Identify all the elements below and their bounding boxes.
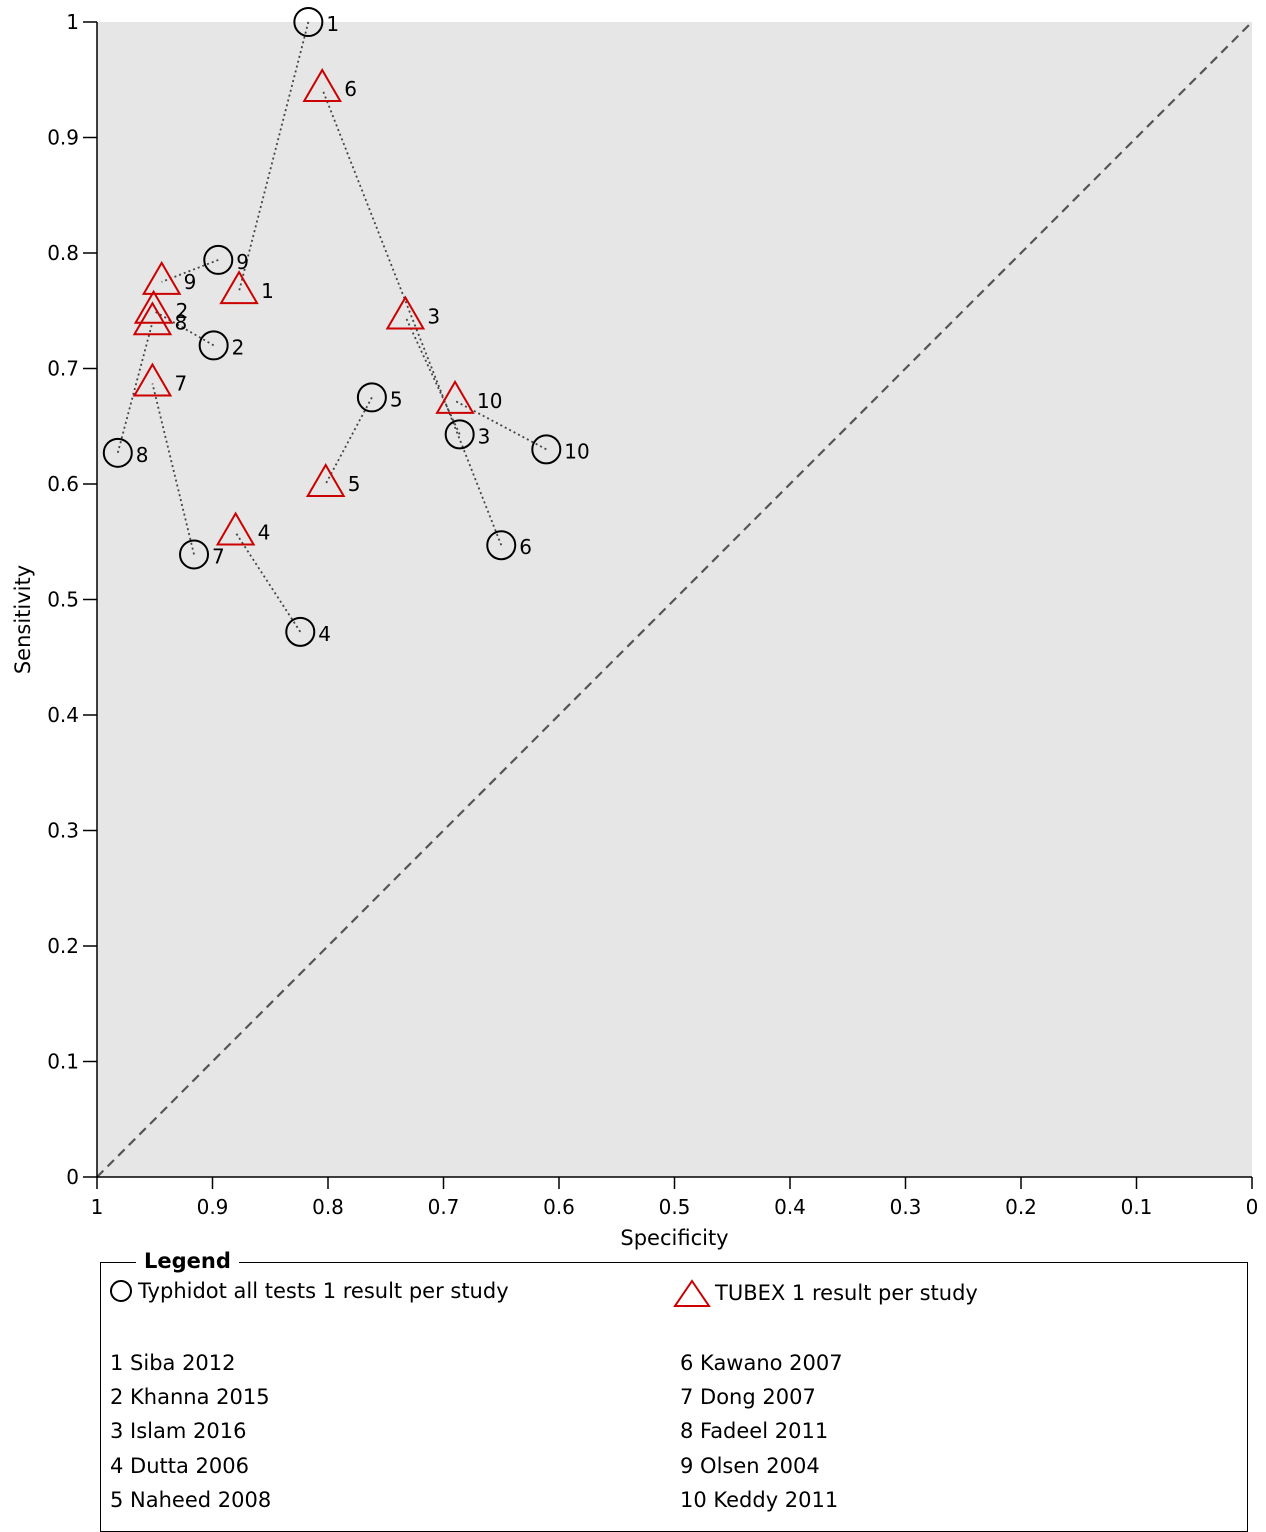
tubex-point	[219, 270, 259, 305]
tubex-point-label: 1	[261, 279, 274, 303]
legend-study-list-left: 1 Siba 2012 2 Khanna 2015 3 Islam 2016 4…	[110, 1346, 271, 1517]
legend-series-tubex: TUBEX 1 result per study	[673, 1278, 978, 1308]
typhidot-point-label: 6	[519, 535, 532, 559]
x-tick-label: 0.4	[774, 1195, 806, 1219]
legend-study-item: 7 Dong 2007	[680, 1385, 816, 1410]
roc-scatter-chart: 0 0.1 0.2 0.3 0.4 0.5 0.6 0.7 0.8 0.9 1 1 0.9 0.8 0.7 0…	[11, 7, 1259, 1250]
x-tick-label: 0.7	[428, 1195, 460, 1219]
tubex-point	[132, 362, 173, 397]
typhidot-point	[486, 530, 517, 561]
typhidot-point	[531, 434, 562, 465]
legend-study-list-right: 6 Kawano 2007 7 Dong 2007 8 Fadeel 2011 …	[680, 1346, 843, 1517]
typhidot-point-label: 7	[212, 544, 225, 568]
tubex-point	[302, 67, 342, 102]
circle-marker-icon	[110, 1280, 132, 1302]
y-axis-title: Sensitivity	[11, 565, 35, 674]
study-connector-line	[404, 316, 461, 435]
x-tick-label: 0.2	[1005, 1195, 1037, 1219]
x-tick-label: 0.9	[197, 1195, 229, 1219]
y-tick-label: 0	[66, 1165, 79, 1189]
legend-series-tubex-label: TUBEX 1 result per study	[715, 1281, 978, 1305]
typhidot-point-label: 4	[318, 622, 331, 646]
typhidot-point	[356, 382, 387, 413]
typhidot-point-label: 5	[390, 387, 403, 411]
study-connector-line	[151, 383, 195, 555]
y-tick-label: 0.2	[47, 934, 79, 958]
x-tick-label: 0.8	[312, 1195, 344, 1219]
tubex-point-label: 5	[348, 472, 361, 496]
y-tick-label: 0.9	[47, 126, 79, 150]
typhidot-point	[444, 419, 475, 450]
legend-title: Legend	[136, 1249, 239, 1273]
study-connector-line	[153, 309, 215, 347]
tubex-point-label: 2	[176, 299, 189, 323]
tubex-point-label: 10	[477, 389, 502, 413]
typhidot-point	[203, 244, 234, 275]
y-tick-label: 0.8	[47, 241, 79, 265]
typhidot-point	[102, 437, 133, 468]
tubex-point-label: 6	[344, 77, 357, 101]
typhidot-point-label: 9	[236, 250, 249, 274]
tubex-point	[141, 260, 182, 295]
x-tick-label: 0.6	[543, 1195, 575, 1219]
y-tick-label: 0.5	[47, 588, 79, 612]
x-tick-label: 0.5	[659, 1195, 691, 1219]
legend-study-item: 3 Islam 2016	[110, 1419, 247, 1444]
legend-series-typhidot: Typhidot all tests 1 result per study	[108, 1278, 509, 1304]
tubex-point-label: 3	[427, 305, 440, 329]
typhidot-point	[293, 7, 324, 37]
tubex-point	[305, 463, 346, 497]
typhidot-point	[285, 616, 316, 647]
diagonal-reference-line	[96, 21, 1253, 1178]
legend-study-item: 9 Olsen 2004	[680, 1453, 820, 1478]
y-tick-label: 0.4	[47, 703, 79, 727]
legend-study-item: 6 Kawano 2007	[680, 1351, 843, 1375]
tubex-point-label: 8	[174, 310, 187, 334]
tubex-point	[132, 301, 173, 336]
typhidot-point-label: 2	[232, 335, 245, 359]
x-tick-label: 1	[91, 1195, 104, 1219]
x-tick-label: 0	[1246, 1195, 1259, 1219]
tubex-point	[435, 379, 475, 414]
typhidot-point	[179, 539, 210, 570]
x-tick-label: 0.3	[890, 1195, 922, 1219]
study-connector-line	[324, 396, 373, 485]
study-connector-line	[321, 88, 503, 546]
legend-study-item: 5 Naheed 2008	[110, 1487, 272, 1512]
typhidot-point	[198, 330, 229, 361]
legend-study-item: 1 Siba 2012	[110, 1351, 236, 1375]
tubex-point	[215, 511, 256, 546]
y-tick-label: 0.1	[47, 1050, 79, 1074]
typhidot-point-label: 10	[564, 439, 589, 463]
triangle-marker-icon	[673, 1279, 711, 1307]
y-tick-label: 0.6	[47, 472, 79, 496]
legend-study-item: 4 Dutta 2006	[110, 1453, 249, 1478]
y-tick-label: 0.7	[47, 357, 79, 381]
legend-series-typhidot-label: Typhidot all tests 1 result per study	[138, 1279, 509, 1303]
tubex-point-label: 4	[258, 521, 271, 545]
tubex-point-label: 7	[174, 372, 187, 396]
tubex-point	[385, 295, 426, 330]
y-tick-label: 0.3	[47, 819, 79, 843]
study-connector-line	[238, 21, 310, 292]
x-axis-title: Specificity	[620, 1226, 728, 1250]
legend-study-item: 8 Fadeel 2011	[680, 1419, 829, 1444]
tubex-point-label: 9	[184, 270, 197, 294]
y-tick-label: 1	[66, 10, 79, 34]
typhidot-point-label: 1	[326, 12, 339, 36]
tubex-point	[133, 289, 174, 324]
x-tick-label: 0.1	[1121, 1195, 1153, 1219]
legend-study-item: 2 Khanna 2015	[110, 1385, 270, 1410]
typhidot-point-label: 8	[136, 443, 149, 467]
typhidot-point-label: 3	[478, 424, 491, 448]
legend-study-item: 10 Keddy 2011	[680, 1487, 839, 1512]
